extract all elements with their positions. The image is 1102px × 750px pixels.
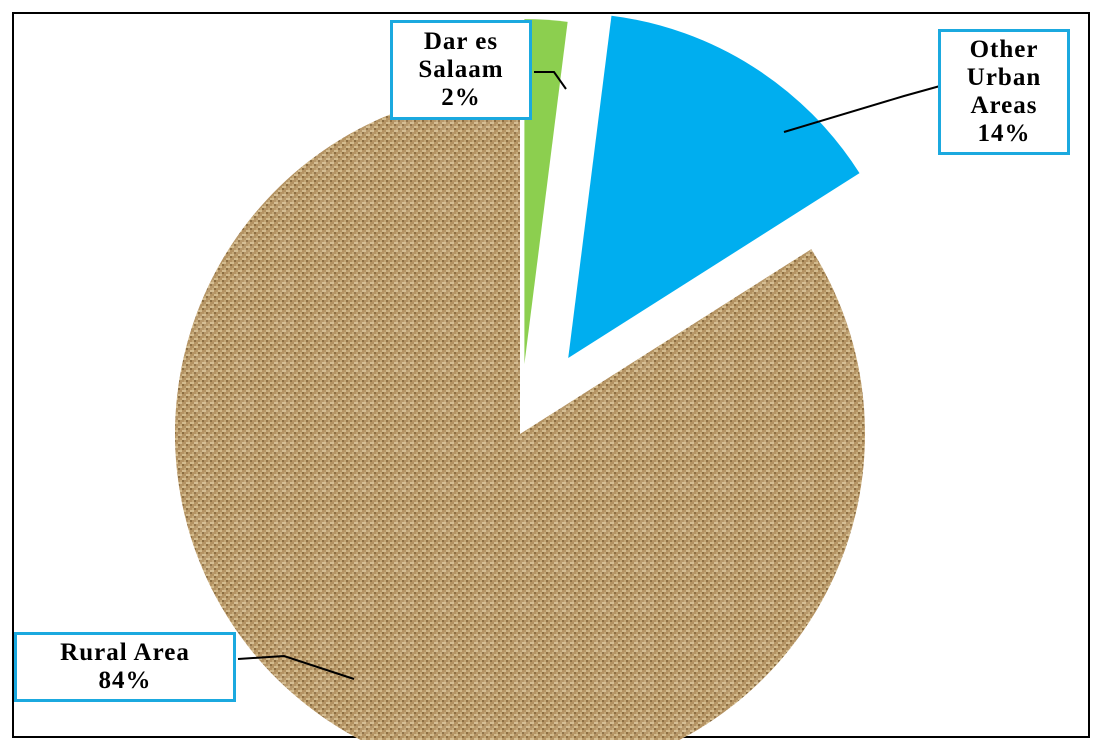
- data-label-line: Salaam: [418, 56, 504, 83]
- leader-line-other-urban-areas: [783, 85, 941, 133]
- pie-slice-rural-area: [175, 89, 865, 740]
- data-label-line: Rural Area: [60, 639, 190, 666]
- data-label-line: 14%: [977, 120, 1031, 147]
- data-label-rural-area: Rural Area 84%: [14, 632, 236, 702]
- data-label-dar-es-salaam: Dar es Salaam 2%: [390, 20, 532, 120]
- pie-slice-other-urban-areas: [568, 15, 860, 359]
- data-label-line: Areas: [970, 92, 1038, 119]
- data-label-line: Urban: [966, 64, 1042, 91]
- pie-slice-dar-es-salaam: [524, 19, 568, 365]
- data-label-line: 2%: [441, 84, 481, 111]
- data-label-other-urban-areas: Other Urban Areas 14%: [938, 29, 1070, 155]
- data-label-line: Dar es: [423, 28, 499, 55]
- leader-line-rural-area: [237, 654, 355, 680]
- data-label-line: 84%: [98, 667, 152, 694]
- chart-frame: [12, 12, 1090, 740]
- data-label-line: Other: [969, 36, 1039, 63]
- leader-line-dar-es-salaam: [534, 71, 567, 90]
- pie-chart: [175, 15, 941, 740]
